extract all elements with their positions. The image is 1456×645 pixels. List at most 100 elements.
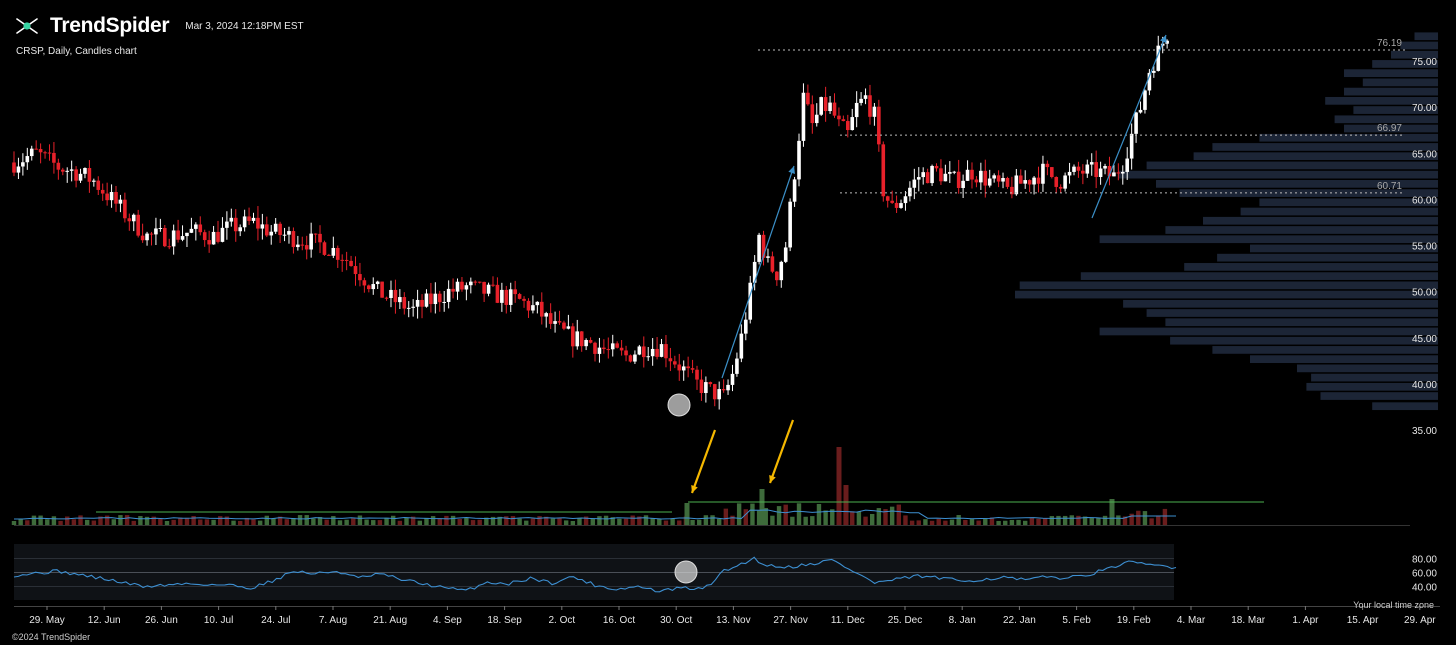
candle[interactable]	[482, 281, 486, 294]
candle[interactable]	[402, 297, 407, 309]
candle[interactable]	[446, 288, 451, 302]
candle[interactable]	[140, 235, 145, 241]
candle[interactable]	[353, 266, 358, 275]
candle[interactable]	[335, 247, 340, 260]
candle[interactable]	[389, 289, 393, 298]
candle[interactable]	[1050, 167, 1054, 178]
candle[interactable]	[56, 162, 61, 170]
candle[interactable]	[513, 289, 517, 295]
candle[interactable]	[154, 228, 158, 235]
candle[interactable]	[242, 216, 247, 228]
candle[interactable]	[1081, 170, 1085, 174]
candle[interactable]	[1134, 112, 1138, 134]
candle[interactable]	[992, 175, 996, 179]
candle[interactable]	[868, 95, 872, 117]
candle[interactable]	[961, 180, 965, 188]
candle[interactable]	[247, 216, 251, 221]
candle[interactable]	[371, 284, 376, 290]
candle[interactable]	[251, 217, 256, 221]
candle[interactable]	[16, 166, 21, 173]
candle[interactable]	[47, 152, 52, 154]
candle[interactable]	[225, 221, 229, 228]
candle[interactable]	[850, 117, 855, 131]
candle[interactable]	[162, 227, 167, 247]
candle[interactable]	[87, 168, 92, 182]
candle[interactable]	[526, 300, 531, 311]
candle[interactable]	[291, 231, 296, 248]
candle[interactable]	[500, 289, 504, 303]
candle[interactable]	[779, 261, 784, 281]
candle[interactable]	[406, 307, 411, 309]
candle[interactable]	[548, 313, 553, 324]
candle[interactable]	[127, 218, 132, 222]
candle[interactable]	[761, 234, 766, 258]
candle[interactable]	[699, 379, 704, 394]
candle[interactable]	[504, 289, 509, 305]
candle[interactable]	[362, 280, 367, 286]
candle[interactable]	[650, 348, 655, 357]
candle[interactable]	[1085, 164, 1090, 174]
candle[interactable]	[207, 240, 211, 245]
candle[interactable]	[83, 168, 87, 174]
candle[interactable]	[229, 217, 234, 222]
candle[interactable]	[1147, 72, 1152, 91]
candle[interactable]	[531, 305, 535, 311]
candle[interactable]	[171, 230, 176, 247]
candle[interactable]	[508, 289, 513, 305]
candle[interactable]	[318, 233, 322, 243]
candle[interactable]	[1063, 175, 1067, 189]
candle[interactable]	[380, 281, 384, 298]
candle[interactable]	[695, 369, 699, 380]
candle[interactable]	[872, 106, 877, 117]
candle[interactable]	[131, 214, 136, 222]
candle[interactable]	[903, 196, 908, 204]
candle[interactable]	[863, 95, 868, 99]
candle[interactable]	[775, 271, 779, 281]
candle[interactable]	[52, 152, 56, 163]
candle[interactable]	[553, 321, 557, 324]
candle[interactable]	[681, 366, 686, 371]
candle[interactable]	[877, 106, 881, 145]
candle[interactable]	[593, 342, 597, 354]
candle[interactable]	[943, 173, 948, 182]
candle[interactable]	[256, 217, 260, 229]
candle[interactable]	[269, 231, 274, 236]
candle[interactable]	[185, 232, 189, 237]
candle[interactable]	[1103, 166, 1107, 169]
candle[interactable]	[296, 244, 300, 248]
candle[interactable]	[597, 347, 602, 354]
candle[interactable]	[1045, 163, 1050, 168]
candle[interactable]	[602, 347, 606, 350]
candle[interactable]	[730, 373, 735, 385]
candle[interactable]	[158, 227, 163, 229]
candle[interactable]	[123, 199, 127, 219]
candle[interactable]	[180, 236, 185, 240]
candle[interactable]	[1032, 177, 1036, 185]
candle[interactable]	[610, 343, 615, 350]
candle[interactable]	[664, 344, 668, 359]
candle[interactable]	[100, 189, 105, 194]
candle[interactable]	[1014, 175, 1019, 195]
candle[interactable]	[109, 192, 114, 201]
candle[interactable]	[375, 281, 380, 285]
candle[interactable]	[1023, 180, 1028, 184]
candle[interactable]	[766, 256, 770, 258]
candle[interactable]	[176, 230, 180, 240]
candle[interactable]	[859, 98, 863, 103]
candle[interactable]	[309, 233, 313, 250]
candle[interactable]	[273, 223, 278, 232]
candle[interactable]	[43, 152, 47, 154]
candle[interactable]	[704, 382, 708, 394]
candle[interactable]	[854, 102, 859, 118]
candle[interactable]	[908, 187, 912, 197]
candle[interactable]	[424, 293, 429, 307]
candle[interactable]	[495, 284, 500, 303]
candle[interactable]	[1005, 178, 1010, 187]
candle[interactable]	[1165, 40, 1169, 44]
candle[interactable]	[282, 234, 287, 236]
candle[interactable]	[477, 281, 482, 283]
candle[interactable]	[69, 169, 74, 171]
candle[interactable]	[823, 97, 828, 112]
candle[interactable]	[1027, 180, 1032, 185]
candle[interactable]	[673, 361, 677, 365]
